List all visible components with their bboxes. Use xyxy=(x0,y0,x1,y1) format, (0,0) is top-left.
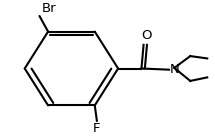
Text: O: O xyxy=(141,29,152,42)
Text: Br: Br xyxy=(42,2,56,15)
Text: N: N xyxy=(170,63,180,76)
Text: F: F xyxy=(93,122,101,135)
